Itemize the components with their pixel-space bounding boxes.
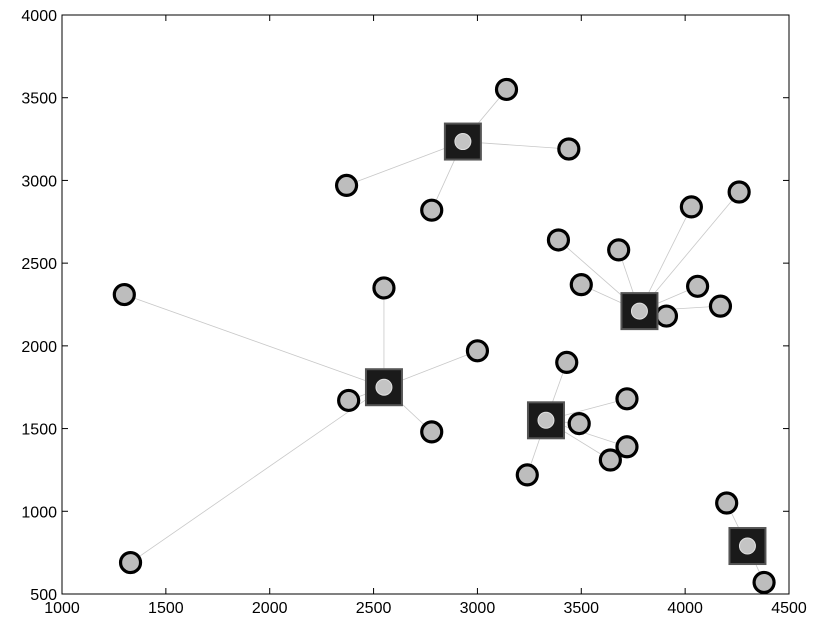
data-point: [557, 137, 581, 161]
data-point: [555, 350, 579, 374]
link-layer: [124, 89, 765, 583]
x-tick-label: 1500: [148, 600, 184, 617]
y-tick-label: 3000: [21, 173, 57, 190]
data-point: [715, 491, 739, 515]
data-point: [515, 463, 539, 487]
cluster-center-point: [537, 411, 555, 429]
data-point: [337, 388, 361, 413]
cluster-center-point: [454, 133, 472, 151]
data-point: [567, 412, 591, 436]
x-tick-label: 2000: [252, 600, 288, 617]
cluster-center-point: [630, 302, 648, 320]
y-tick-label: 500: [30, 587, 57, 604]
data-point: [607, 238, 631, 262]
data-point: [112, 282, 136, 307]
data-point: [752, 570, 776, 595]
x-tick-label: 4000: [667, 600, 703, 617]
data-point: [420, 420, 444, 444]
cluster-center-marker: [728, 527, 767, 566]
data-point: [372, 276, 396, 300]
data-point: [679, 195, 703, 219]
data-point: [654, 304, 679, 328]
data-point: [708, 294, 733, 318]
data-point: [494, 77, 519, 102]
x-tick-label: 2500: [356, 600, 392, 617]
data-point: [465, 339, 490, 363]
data-point: [334, 173, 359, 197]
data-point: [420, 198, 444, 222]
data-point: [569, 273, 593, 297]
data-point: [615, 387, 639, 411]
link-line: [346, 141, 464, 186]
data-point: [615, 435, 639, 459]
x-tick-label: 4500: [771, 600, 807, 617]
cluster-center-marker: [526, 401, 565, 440]
y-tick-label: 3500: [21, 91, 57, 108]
y-tick-label: 2000: [21, 339, 57, 356]
x-tick-label: 1000: [44, 600, 80, 617]
data-point: [598, 448, 622, 472]
x-tick-label: 3500: [563, 600, 599, 617]
link-line: [124, 294, 385, 388]
link-line: [639, 191, 740, 312]
x-tick-label: 3000: [460, 600, 496, 617]
link-line: [130, 386, 385, 563]
cluster-center-point: [738, 537, 756, 555]
x-axis-tick-labels: 1000 1500 2000 2500 3000 3500 4000 4500: [44, 600, 807, 617]
tick-layer: [61, 14, 790, 595]
cluster-center-marker: [620, 292, 659, 331]
data-point: [546, 228, 571, 252]
y-tick-label: 1000: [21, 504, 57, 521]
plot-area-frame: [61, 14, 790, 595]
center-layer: [364, 122, 767, 566]
data-point: [727, 180, 751, 204]
y-tick-label: 4000: [21, 8, 57, 25]
y-tick-label: 2500: [21, 256, 57, 273]
data-point: [118, 550, 143, 575]
node-layer: [112, 77, 776, 595]
y-axis-tick-labels: 500 1000 1500 2000 2500 3000 3500 4000: [21, 8, 57, 604]
y-tick-label: 1500: [21, 422, 57, 439]
cluster-center-point: [375, 378, 393, 396]
data-point: [686, 274, 710, 298]
